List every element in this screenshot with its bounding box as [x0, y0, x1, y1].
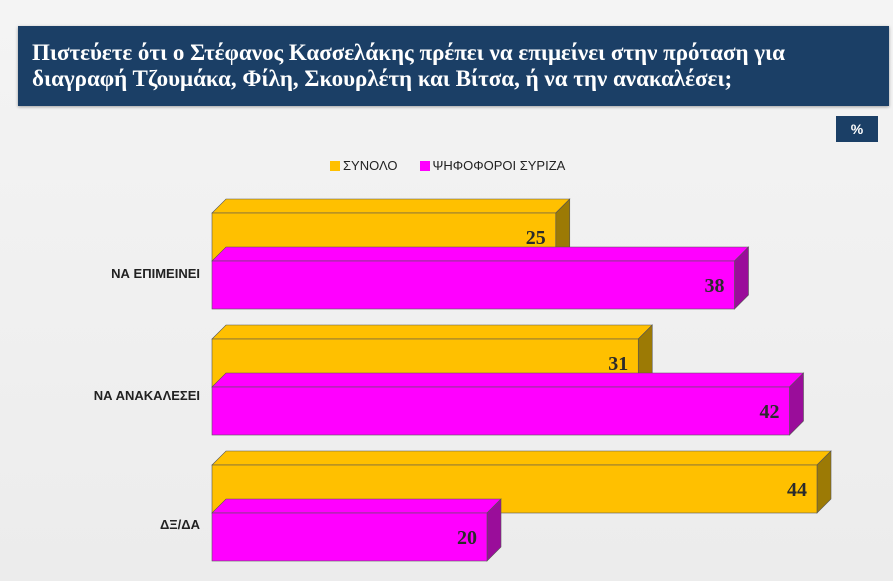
- legend-swatch-syriza: [419, 160, 430, 171]
- percent-badge: %: [836, 116, 878, 142]
- bar-value-label-total-1: 31: [608, 353, 628, 375]
- category-label-revoke: ΝΑ ΑΝΑΚΑΛΕΣΕΙ: [93, 388, 200, 403]
- bar-syriza-2: [211, 512, 488, 562]
- bar-value-label-total-0: 25: [526, 227, 546, 249]
- bar-value-label-syriza-1: 42: [760, 401, 780, 423]
- bar-value-label-syriza-0: 38: [705, 275, 725, 297]
- legend-item-total: ΣΥΝΟΛΟ: [330, 158, 398, 173]
- category-label-insist: ΝΑ ΕΠΙΜΕΙΝΕΙ: [111, 266, 200, 281]
- bar-top-syriza-2: [211, 498, 502, 514]
- bar-top-syriza-0: [211, 246, 750, 262]
- bar-syriza-0: [211, 260, 735, 310]
- bar-top-total-0: [211, 198, 571, 214]
- bar-value-label-total-2: 44: [787, 479, 807, 501]
- legend-swatch-total: [330, 160, 340, 171]
- bar-top-total-2: [211, 450, 832, 466]
- category-label-dk: ΔΞ/ΔΑ: [159, 517, 200, 532]
- bar-top-syriza-1: [211, 372, 805, 388]
- legend-item-syriza: ΨΗΦΟΦΟΡΟΙ ΣΥΡΙΖΑ: [419, 158, 566, 173]
- chart-title: Πιστεύετε ότι ο Στέφανος Κασσελάκης πρέπ…: [32, 40, 786, 91]
- legend-label-syriza: ΨΗΦΟΦΟΡΟΙ ΣΥΡΙΖΑ: [432, 158, 566, 173]
- legend-label-total: ΣΥΝΟΛΟ: [343, 158, 398, 173]
- bar-syriza-1: [211, 386, 790, 436]
- bar-top-total-1: [211, 324, 653, 340]
- bar-value-label-syriza-2: 20: [457, 527, 477, 549]
- title-banner: Πιστεύετε ότι ο Στέφανος Κασσελάκης πρέπ…: [18, 26, 889, 106]
- chart-legend: ΣΥΝΟΛΟ ΨΗΦΟΦΟΡΟΙ ΣΥΡΙΖΑ: [330, 158, 565, 173]
